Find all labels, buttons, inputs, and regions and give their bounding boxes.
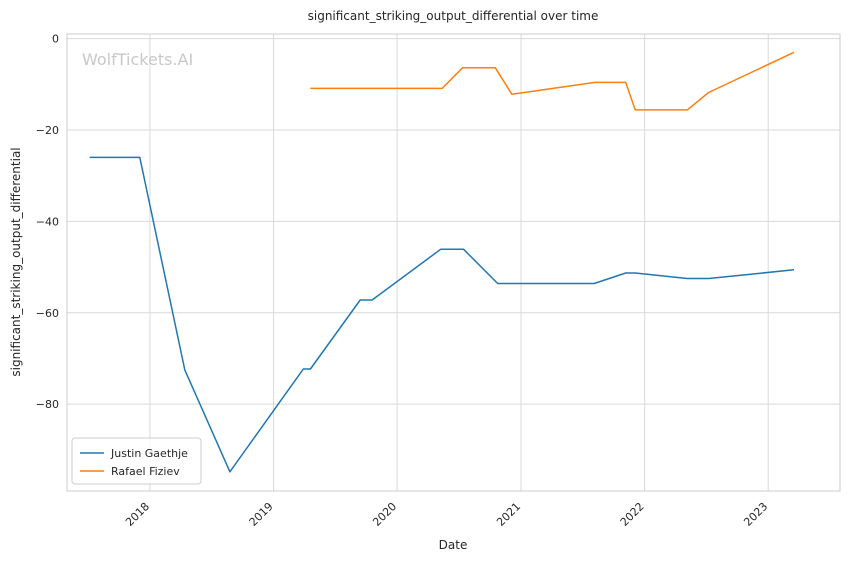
y-tick-label: 0 [52,33,59,46]
series-line-justin-gaethje [89,156,795,473]
legend-box [71,437,202,485]
watermark-text: WolfTickets.AI [82,50,193,69]
y-tick-label: −20 [36,124,59,137]
legend-label-rafael-fiziev: Rafael Fiziev [111,465,180,478]
x-tick-label: 2019 [247,500,276,529]
x-tick-label: 2020 [370,500,399,529]
legend-label-justin-gaethje: Justin Gaethje [110,447,188,460]
series-layer [89,51,795,473]
x-tick-label: 2023 [741,500,770,529]
y-tick-labels: 0 −20 −40 −60 −80 [36,33,59,412]
x-tick-labels: 2018 2019 2020 2021 2022 2023 [123,500,770,529]
x-axis-title: Date [439,538,468,552]
y-axis-title: significant_striking_output_differential [9,147,23,376]
y-tick-label: −60 [36,307,59,320]
grid-layer [67,34,840,491]
series-line-rafael-fiziev [310,51,795,111]
y-tick-label: −80 [36,398,59,411]
x-tick-label: 2018 [123,500,152,529]
y-tick-label: −40 [36,215,59,228]
plot-area-frame [66,33,841,492]
chart-title: significant_striking_output_differential… [308,9,599,23]
legend: Justin Gaethje Rafael Fiziev [71,437,202,485]
x-tick-label: 2022 [618,500,647,529]
x-tick-label: 2021 [494,500,523,529]
